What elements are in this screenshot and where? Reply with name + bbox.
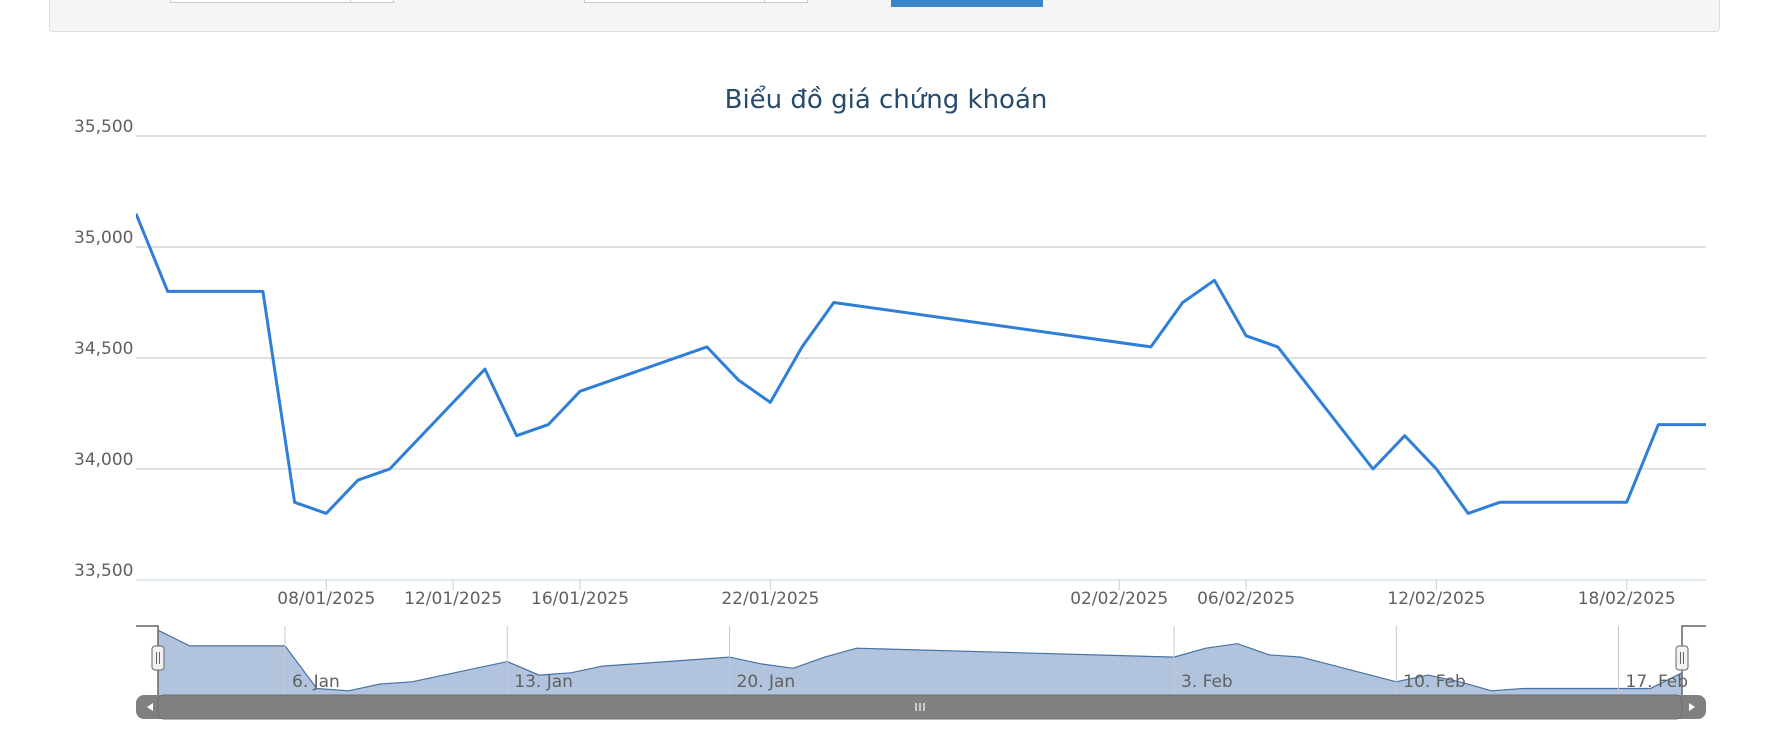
price-point (736, 377, 742, 383)
price-point (831, 300, 837, 306)
navigator-tick-label: 3. Feb (1181, 672, 1233, 692)
price-point (577, 388, 583, 394)
x-axis: 08/01/2025 12/01/2025 16/01/2025 22/01/2025… (136, 579, 1706, 609)
price-point (260, 288, 266, 294)
price-point (165, 288, 171, 294)
navigator-outline-right (1681, 625, 1706, 695)
navigator-tick-label: 6. Jan (292, 672, 340, 692)
scroll-right-arrow-icon[interactable] (1689, 703, 1695, 711)
price-point (1703, 422, 1709, 428)
date-to-input[interactable] (584, 0, 808, 3)
price-point (1655, 422, 1661, 428)
date-from-picker[interactable] (350, 0, 351, 2)
price-point (1624, 499, 1630, 505)
navigator-tick-label: 10. Feb (1403, 672, 1466, 692)
price-point (292, 499, 298, 505)
price-point (387, 466, 393, 472)
price-point (1592, 499, 1598, 505)
date-from-input[interactable] (170, 0, 394, 3)
navigator-handle-right[interactable] (1675, 645, 1689, 671)
navigator[interactable]: 6. Jan 13. Jan 20. Jan 3. Feb 10. Feb 17. Feb (136, 625, 1706, 720)
y-axis: 33,500 34,000 34,500 35,000 35,500 (74, 117, 133, 581)
x-tick-label: 12/01/2025 (404, 589, 502, 609)
price-series-line (136, 213, 1706, 515)
navigator-handle-body[interactable] (1675, 645, 1689, 671)
price-point (1243, 333, 1249, 339)
price-point (323, 510, 329, 516)
price-point (545, 422, 551, 428)
price-point (609, 377, 615, 383)
price-point (1180, 300, 1186, 306)
filter-panel (49, 0, 1720, 32)
y-tick-label: 33,500 (74, 561, 133, 581)
price-point (799, 344, 805, 350)
navigator-handle-body[interactable] (151, 645, 165, 671)
price-point (514, 433, 520, 439)
navigator-area (158, 630, 1682, 695)
navigator-tick-label: 17. Feb (1626, 672, 1689, 692)
price-point (1211, 277, 1217, 283)
price-point (1275, 344, 1281, 350)
price-point (767, 399, 773, 405)
x-tick-label: 22/01/2025 (721, 589, 819, 609)
price-point (1148, 344, 1154, 350)
y-tick-label: 34,000 (74, 450, 133, 470)
price-point (355, 477, 361, 483)
view-chart-button[interactable] (891, 0, 1043, 7)
navigator-outline-left (136, 625, 159, 695)
price-point (1497, 499, 1503, 505)
x-tick-label: 08/01/2025 (277, 589, 375, 609)
date-to-picker[interactable] (764, 0, 765, 2)
chart-title: Biểu đồ giá chứng khoán (725, 84, 1048, 115)
price-point (1402, 433, 1408, 439)
navigator-handle-left[interactable] (151, 645, 165, 671)
y-tick-label: 35,500 (74, 117, 133, 137)
navigator-series-line (157, 629, 1683, 692)
y-tick-label: 34,500 (74, 339, 133, 359)
price-point (133, 211, 139, 217)
x-tick-label: 16/01/2025 (531, 589, 629, 609)
x-tick-label: 02/02/2025 (1070, 589, 1168, 609)
scroll-left-arrow-icon[interactable] (147, 703, 153, 711)
x-tick-label: 12/02/2025 (1387, 589, 1485, 609)
price-point (1433, 466, 1439, 472)
x-tick-label: 06/02/2025 (1197, 589, 1295, 609)
x-tick-label: 18/02/2025 (1578, 589, 1676, 609)
plot-area (133, 211, 1709, 516)
price-point (1465, 510, 1471, 516)
price-point (482, 366, 488, 372)
price-point (1370, 466, 1376, 472)
navigator-tick-label: 20. Jan (737, 672, 796, 692)
navigator-tick-label: 13. Jan (514, 672, 573, 692)
price-point (704, 344, 710, 350)
y-tick-label: 35,000 (74, 228, 133, 248)
